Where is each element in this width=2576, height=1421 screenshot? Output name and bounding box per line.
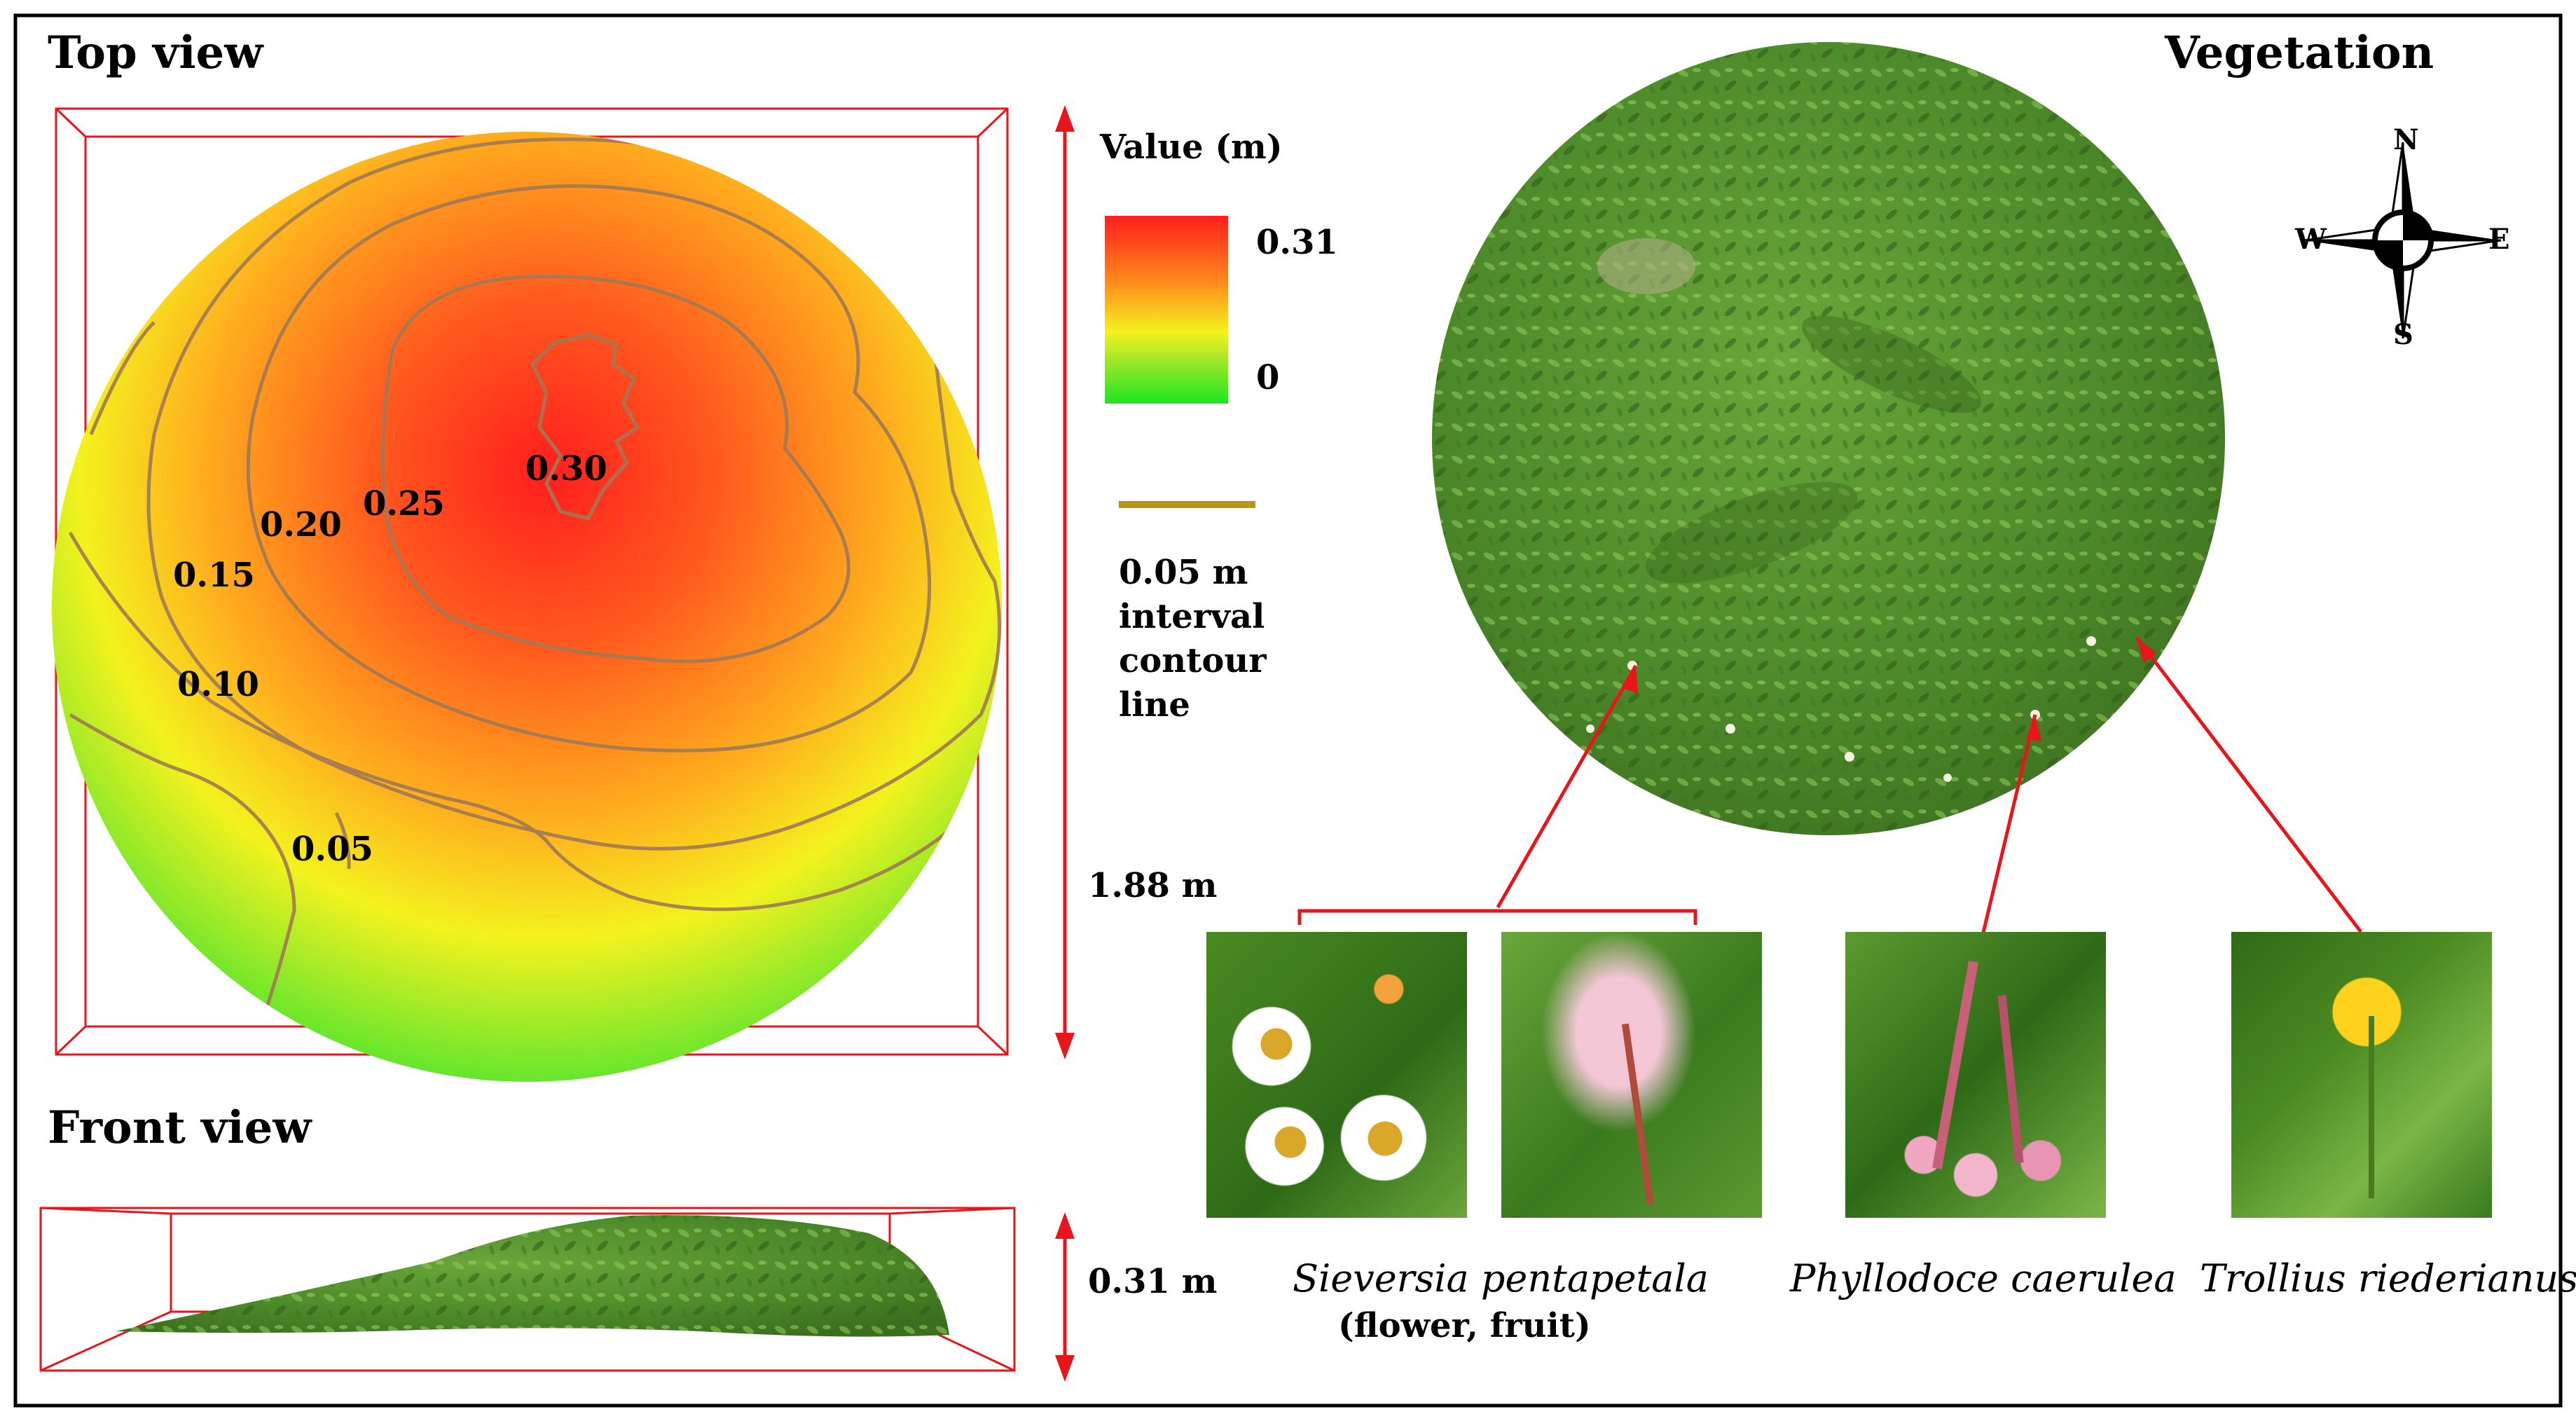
callout-lines bbox=[1297, 636, 2362, 936]
top-view-title: Top view bbox=[48, 27, 263, 79]
front-view-title: Front view bbox=[48, 1101, 312, 1154]
width-dimension-label: 1.88 m bbox=[1088, 866, 1218, 905]
compass-west-label: W bbox=[2295, 223, 2327, 256]
front-view-texture bbox=[116, 1215, 949, 1337]
legend-contour-desc-4: line bbox=[1119, 685, 1190, 725]
compass-north-label: N bbox=[2393, 123, 2419, 156]
contour-010 bbox=[68, 321, 996, 912]
species-phyllodoce-label: Phyllodoce caerulea bbox=[1790, 1256, 2177, 1300]
compass-rose-icon bbox=[2304, 142, 2502, 339]
species-sieversia-label: Sieversia pentapetala bbox=[1293, 1256, 1709, 1300]
contour-020 bbox=[246, 184, 932, 753]
contour-005b bbox=[334, 811, 351, 870]
legend-contour-desc-2: interval bbox=[1119, 597, 1265, 636]
compass-east-label: E bbox=[2488, 223, 2510, 256]
photo-trollius bbox=[2231, 932, 2492, 1218]
height-dimension-label: 0.31 m bbox=[1088, 1262, 1218, 1301]
photo-sieversia-fruit bbox=[1501, 932, 1762, 1218]
legend-max-value: 0.31 bbox=[1256, 223, 1338, 262]
elevation-heatmap bbox=[52, 132, 1002, 1082]
contour-label-025: 0.25 bbox=[363, 484, 445, 523]
width-dimension-arrow bbox=[1055, 105, 1075, 1059]
vegetation-texture bbox=[1432, 42, 2225, 835]
legend-color-bar bbox=[1105, 216, 1228, 404]
contour-025 bbox=[381, 275, 850, 664]
contour-label-005: 0.05 bbox=[291, 830, 373, 869]
contour-label-020: 0.20 bbox=[260, 505, 342, 544]
photo-phyllodoce bbox=[1845, 932, 2106, 1218]
legend-min-value: 0 bbox=[1256, 358, 1280, 397]
photo-sieversia-flower bbox=[1206, 932, 1467, 1218]
contour-label-010: 0.10 bbox=[177, 665, 259, 704]
compass-south-label: S bbox=[2393, 318, 2413, 351]
vegetation-title: Vegetation bbox=[2165, 27, 2434, 79]
contour-lines bbox=[68, 137, 1002, 1010]
legend-contour-desc-3: contour bbox=[1119, 641, 1267, 680]
legend-contour-desc-1: 0.05 m bbox=[1119, 553, 1248, 592]
contour-005 bbox=[69, 713, 296, 1010]
contour-label-030: 0.30 bbox=[525, 449, 607, 488]
height-dimension-arrow bbox=[1055, 1212, 1075, 1382]
callout-arrowheads bbox=[1623, 638, 2156, 741]
contour-030 bbox=[530, 333, 640, 521]
figure-frame bbox=[13, 13, 2563, 1408]
species-trollius-label: Trollius riederianus bbox=[2200, 1256, 2576, 1300]
vegetation-details bbox=[1586, 238, 2096, 782]
species-sieversia-note: (flower, fruit) bbox=[1338, 1306, 1591, 1345]
contour-label-015: 0.15 bbox=[173, 556, 255, 595]
legend-title: Value (m) bbox=[1100, 128, 1283, 167]
